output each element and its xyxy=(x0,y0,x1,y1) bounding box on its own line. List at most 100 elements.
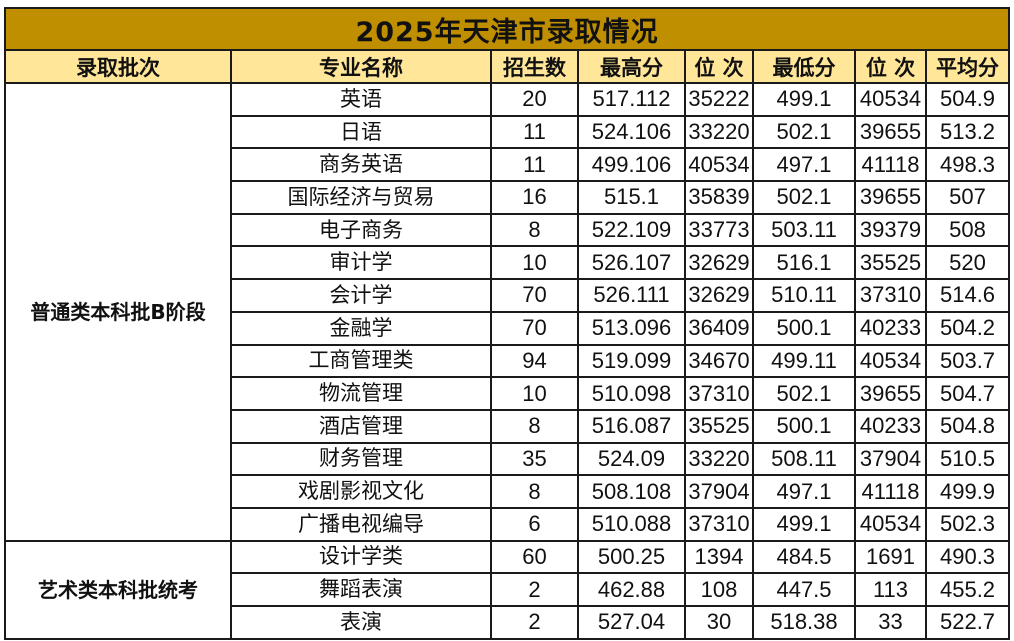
avg-score-cell: 522.7 xyxy=(924,605,1011,640)
min-score-cell: 499.1 xyxy=(752,82,856,117)
major-cell: 酒店管理 xyxy=(230,408,492,444)
header-avg-score: 平均分 xyxy=(924,49,1011,84)
admission-table: 2025年天津市录取情况 录取批次 专业名称 招生数 最高分 位 次 最低分 位… xyxy=(3,7,1011,640)
max-rank-cell: 37310 xyxy=(684,376,754,411)
min-score-cell: 500.1 xyxy=(752,310,856,346)
table-row: 表演 2 527.04 30 518.38 33 522.7 xyxy=(5,605,1011,640)
min-score-cell: 499.11 xyxy=(752,343,856,379)
enroll-cell: 6 xyxy=(490,506,579,542)
header-min-score: 最低分 xyxy=(752,49,856,84)
max-rank-cell: 32629 xyxy=(684,278,754,313)
table-row: 审计学 10 526.107 32629 516.1 35525 520 xyxy=(5,245,1011,281)
major-cell: 国际经济与贸易 xyxy=(230,180,492,215)
max-rank-cell: 30 xyxy=(684,605,754,640)
max-score-cell: 510.098 xyxy=(577,376,686,411)
max-rank-cell: 37904 xyxy=(684,474,754,509)
enroll-cell: 8 xyxy=(490,474,579,509)
major-cell: 英语 xyxy=(230,82,492,117)
enroll-cell: 70 xyxy=(490,310,579,346)
header-batch: 录取批次 xyxy=(4,49,232,84)
max-score-cell: 462.88 xyxy=(577,572,686,607)
avg-score-cell: 504.2 xyxy=(924,310,1011,346)
min-rank-cell: 37904 xyxy=(854,441,927,477)
header-enroll: 招生数 xyxy=(490,49,579,84)
avg-score-cell: 502.3 xyxy=(924,506,1011,542)
max-score-cell: 510.088 xyxy=(577,506,686,542)
avg-score-cell: 510.5 xyxy=(924,441,1011,477)
major-cell: 表演 xyxy=(230,605,492,640)
min-rank-cell: 40534 xyxy=(854,343,927,379)
table-row: 戏剧影视文化 8 508.108 37904 497.1 41118 499.9 xyxy=(5,474,1011,509)
enroll-cell: 10 xyxy=(490,376,579,411)
major-cell: 电子商务 xyxy=(230,212,492,248)
min-rank-cell: 39655 xyxy=(854,180,927,215)
avg-score-cell: 504.9 xyxy=(924,82,1011,117)
min-score-cell: 499.1 xyxy=(752,506,856,542)
table-row: 日语 11 524.106 33220 502.1 39655 513.2 xyxy=(5,114,1011,150)
table-row: 艺术类本科批统考 设计学类 60 500.25 1394 484.5 1691 490.3 xyxy=(4,539,1011,640)
max-score-cell: 522.109 xyxy=(577,212,686,248)
table-row: 酒店管理 8 516.087 35525 500.1 40233 504.8 xyxy=(5,408,1011,444)
min-rank-cell: 39655 xyxy=(854,376,927,411)
major-cell: 广播电视编导 xyxy=(230,506,492,542)
min-rank-cell: 113 xyxy=(854,572,927,607)
avg-score-cell: 504.8 xyxy=(924,408,1011,444)
table-row: 工商管理类 94 519.099 34670 499.11 40534 503.7 xyxy=(5,343,1011,379)
enroll-cell: 8 xyxy=(490,212,579,248)
max-rank-cell: 32629 xyxy=(684,245,754,281)
min-score-cell: 500.1 xyxy=(752,408,856,444)
min-rank-cell: 41118 xyxy=(854,474,927,509)
max-rank-cell: 1394 xyxy=(684,539,754,575)
major-cell: 戏剧影视文化 xyxy=(230,474,492,509)
enroll-cell: 94 xyxy=(490,343,579,379)
table-row: 电子商务 8 522.109 33773 503.11 39379 508 xyxy=(5,212,1011,248)
major-cell: 财务管理 xyxy=(230,441,492,477)
table-row: 广播电视编导 6 510.088 37310 499.1 40534 502.3 xyxy=(5,506,1011,542)
table-row: 会计学 70 526.111 32629 510.11 37310 514.6 xyxy=(5,278,1011,313)
min-rank-cell: 40534 xyxy=(854,506,927,542)
major-cell: 会计学 xyxy=(230,278,492,313)
batch-cell: 普通类本科批B阶段 xyxy=(4,82,232,542)
table-row: 物流管理 10 510.098 37310 502.1 39655 504.7 xyxy=(5,376,1011,411)
max-score-cell: 513.096 xyxy=(577,310,686,346)
min-score-cell: 502.1 xyxy=(752,376,856,411)
max-score-cell: 524.106 xyxy=(577,114,686,150)
enroll-cell: 20 xyxy=(490,82,579,117)
min-rank-cell: 41118 xyxy=(854,147,927,183)
enroll-cell: 11 xyxy=(490,114,579,150)
min-score-cell: 502.1 xyxy=(752,180,856,215)
table-row: 金融学 70 513.096 36409 500.1 40233 504.2 xyxy=(5,310,1011,346)
avg-score-cell: 508 xyxy=(924,212,1011,248)
min-score-cell: 508.11 xyxy=(752,441,856,477)
min-rank-cell: 33 xyxy=(854,605,927,640)
table-row: 舞蹈表演 2 462.88 108 447.5 113 455.2 xyxy=(5,572,1011,607)
min-rank-cell: 39379 xyxy=(854,212,927,248)
major-cell: 物流管理 xyxy=(230,376,492,411)
max-score-cell: 499.106 xyxy=(577,147,686,183)
header-min-rank: 位 次 xyxy=(854,49,927,84)
min-rank-cell: 40233 xyxy=(854,408,927,444)
max-rank-cell: 33220 xyxy=(684,441,754,477)
avg-score-cell: 504.7 xyxy=(924,376,1011,411)
max-score-cell: 526.107 xyxy=(577,245,686,281)
max-score-cell: 516.087 xyxy=(577,408,686,444)
header-row: 录取批次 专业名称 招生数 最高分 位 次 最低分 位 次 平均分 xyxy=(4,49,1011,84)
avg-score-cell: 503.7 xyxy=(924,343,1011,379)
major-cell: 日语 xyxy=(230,114,492,150)
min-score-cell: 516.1 xyxy=(752,245,856,281)
batch-cell: 艺术类本科批统考 xyxy=(4,539,232,640)
max-rank-cell: 37310 xyxy=(684,506,754,542)
table-row: 普通类本科批B阶段 英语 20 517.112 35222 499.1 40534 504.9 xyxy=(4,82,1011,542)
min-rank-cell: 35525 xyxy=(854,245,927,281)
header-max-score: 最高分 xyxy=(577,49,686,84)
max-rank-cell: 36409 xyxy=(684,310,754,346)
min-rank-cell: 40534 xyxy=(854,82,927,117)
min-score-cell: 518.38 xyxy=(752,605,856,640)
enroll-cell: 8 xyxy=(490,408,579,444)
avg-score-cell: 514.6 xyxy=(924,278,1011,313)
min-score-cell: 484.5 xyxy=(752,539,856,575)
enroll-cell: 35 xyxy=(490,441,579,477)
avg-score-cell: 520 xyxy=(924,245,1011,281)
table-row: 国际经济与贸易 16 515.1 35839 502.1 39655 507 xyxy=(5,180,1011,215)
major-cell: 商务英语 xyxy=(230,147,492,183)
